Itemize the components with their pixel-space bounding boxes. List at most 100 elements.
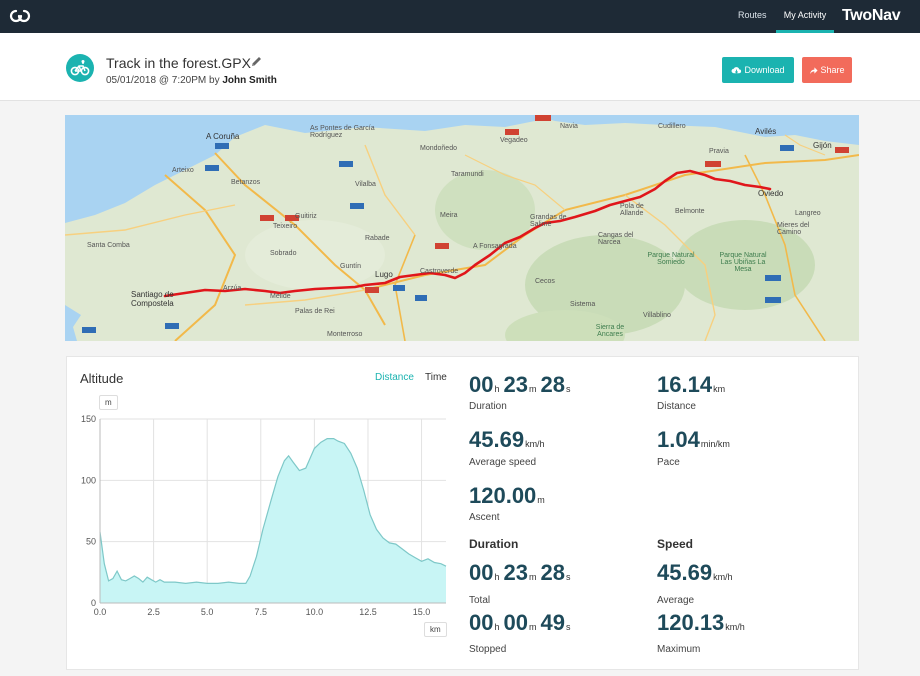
stat-unit: s: [565, 572, 571, 582]
nav-my-activity[interactable]: My Activity: [776, 0, 834, 33]
stats-panel: [66, 356, 859, 670]
y-tick-label: 0: [91, 598, 96, 608]
stat-number: 16.14: [657, 372, 713, 397]
cloud-download-icon: [732, 67, 742, 74]
pace-value: 1.04min/km: [657, 427, 734, 453]
stopped-label: Stopped: [469, 644, 507, 655]
stat-number: 120.13: [657, 610, 725, 635]
map-label: Oviedo: [758, 189, 784, 198]
y-unit-label: m: [99, 395, 118, 410]
duration-value: 00h 23m 28s: [469, 372, 574, 398]
average-label: Average: [657, 595, 695, 606]
x-tick-label: 12.5: [359, 607, 377, 617]
stat-unit: h: [494, 384, 500, 394]
stat-unit: m: [528, 572, 537, 582]
map-label: Villablino: [643, 312, 671, 319]
map-label: Navia: [560, 123, 578, 130]
map-label: Mondoñedo: [420, 145, 457, 152]
nav-routes[interactable]: Routes: [738, 10, 767, 20]
stat-unit: km/h: [525, 439, 545, 449]
total-label: Total: [469, 595, 491, 606]
x-tick-label: 5.0: [201, 607, 214, 617]
average-speed-label: Average speed: [469, 457, 537, 468]
stat-unit: m: [528, 622, 537, 632]
stat-unit: m: [528, 384, 537, 394]
tab-time[interactable]: Time: [425, 372, 447, 383]
map-label: Arteixo: [172, 167, 194, 174]
share-button[interactable]: Share: [802, 57, 852, 83]
map-label: Taramundi: [451, 171, 484, 178]
top-nav: Routes My Activity TwoNav: [0, 0, 920, 33]
y-tick-label: 150: [81, 414, 96, 424]
stat-unit: km/h: [725, 622, 745, 632]
map-label: Guitiriz: [295, 213, 317, 220]
download-label: Download: [744, 65, 785, 75]
stat-number: 45.69: [657, 560, 713, 585]
average-speed-detail-value: 45.69km/h: [657, 560, 737, 586]
map-label: Melide: [270, 293, 291, 300]
stat-number: 49: [540, 610, 565, 635]
map-label: As Pontes de García Rodríguez: [310, 125, 375, 139]
map-label: Palas de Rei: [295, 308, 335, 315]
average-speed-value: 45.69km/h: [469, 427, 549, 453]
map-label: Sobrado: [270, 250, 297, 257]
share-arrow-icon: [810, 67, 819, 75]
map-canvas[interactable]: [65, 115, 859, 341]
stat-number: 45.69: [469, 427, 525, 452]
stat-unit: h: [494, 622, 500, 632]
map-label: Rabade: [365, 235, 390, 242]
map-label: Cudillero: [658, 123, 686, 130]
y-tick-label: 50: [86, 537, 96, 547]
duration-label: Duration: [469, 401, 507, 412]
track-title: Track in the forest.GPX: [106, 55, 251, 71]
stat-number: 23: [503, 560, 528, 585]
x-tick-label: 7.5: [255, 607, 268, 617]
speed-heading: Speed: [657, 537, 694, 551]
maximum-label: Maximum: [657, 644, 701, 655]
stopped-duration-value: 00h 00m 49s: [469, 610, 574, 636]
tab-distance[interactable]: Distance: [375, 372, 414, 383]
pencil-icon[interactable]: [250, 55, 262, 69]
track-author[interactable]: John Smith: [222, 75, 277, 86]
stat-number: 28: [540, 560, 565, 585]
map-label: Monterroso: [327, 331, 363, 338]
map-label: Parque Natural Somiedo: [647, 252, 695, 266]
stat-unit: s: [565, 622, 571, 632]
x-tick-label: 15.0: [413, 607, 431, 617]
map-label: Arzúa: [223, 285, 242, 292]
map-label: Vilalba: [355, 181, 376, 188]
x-tick-label: 2.5: [147, 607, 160, 617]
stat-number: 120.00: [469, 483, 537, 508]
altitude-line: [99, 438, 447, 585]
map-label: Avilés: [755, 127, 777, 136]
bike-icon: [66, 54, 94, 82]
stat-number: 28: [540, 372, 565, 397]
stat-unit: h: [494, 572, 500, 582]
map-label: Cangas del Narcea: [598, 232, 634, 246]
map-label: Belmonte: [675, 208, 705, 215]
route-map[interactable]: A Coruña Arteixo Betanzos As Pontes de G…: [65, 115, 859, 341]
stat-number: 00: [469, 610, 494, 635]
twonav-logo-icon[interactable]: [9, 7, 31, 25]
max-speed-value: 120.13km/h: [657, 610, 749, 636]
duration-heading: Duration: [469, 537, 519, 551]
map-label: Pola de Allande: [620, 203, 644, 217]
download-button[interactable]: Download: [722, 57, 794, 83]
map-label: Mieres del Camino: [777, 222, 810, 236]
stat-number: 00: [469, 560, 494, 585]
map-label: Betanzos: [231, 179, 261, 186]
map-label: Gijón: [813, 141, 832, 150]
x-unit-label: km: [424, 622, 447, 637]
share-label: Share: [820, 65, 845, 75]
map-label: A Coruña: [206, 132, 240, 141]
altitude-chart[interactable]: 0 50 100 150 0.0 2.5 5.0 7.5 10.0 12.5 15.0: [78, 404, 450, 618]
stat-number: 23: [503, 372, 528, 397]
map-label: Meira: [440, 212, 458, 219]
activity-header: Track in the forest.GPX 05/01/2018 @ 7:2…: [0, 33, 920, 101]
map-label: Cecos: [535, 278, 555, 285]
map-label: Vegadeo: [500, 137, 528, 144]
stat-unit: s: [565, 384, 571, 394]
brand-logo[interactable]: TwoNav: [842, 7, 901, 24]
by-label: by: [209, 75, 220, 86]
map-label: Langreo: [795, 210, 821, 217]
